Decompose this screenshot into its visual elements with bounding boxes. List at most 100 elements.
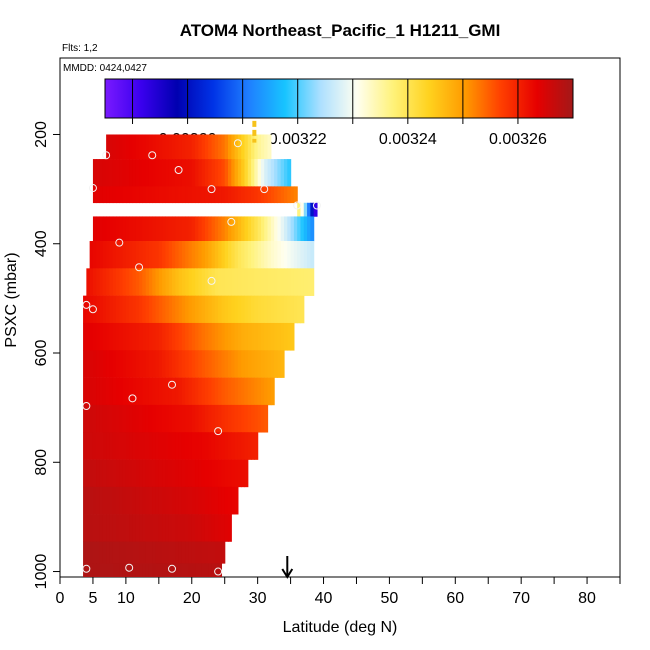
heatmap-cell — [106, 295, 111, 324]
heatmap-cell — [139, 514, 143, 542]
heatmap-cell — [142, 322, 147, 351]
heatmap-cell — [218, 134, 223, 160]
heatmap-cell — [237, 268, 242, 296]
heatmap-cell — [201, 404, 206, 433]
heatmap-cell — [139, 295, 143, 324]
heatmap-cell — [218, 268, 223, 296]
heatmap-cell — [109, 350, 114, 378]
heatmap-cell — [92, 241, 97, 269]
heatmap-cell — [204, 186, 209, 204]
heatmap-cell — [125, 514, 130, 542]
sample-point — [214, 427, 223, 436]
sample-point — [102, 151, 111, 160]
x-tick-label: 50 — [381, 590, 399, 607]
heatmap-cell — [257, 377, 262, 406]
flights-label: Flts: 1,2 — [62, 43, 98, 54]
heatmap-cell — [214, 459, 219, 488]
heatmap-cell — [89, 459, 94, 488]
heatmap-cell — [122, 268, 127, 296]
heatmap-cell — [181, 134, 186, 160]
y-tick-label: 1000 — [33, 554, 50, 590]
heatmap-cell — [244, 295, 249, 324]
sample-point — [260, 185, 269, 194]
heatmap-cell — [224, 404, 229, 433]
heatmap-cell — [168, 322, 173, 351]
heatmap-cell — [112, 134, 117, 160]
heatmap-cell — [92, 486, 97, 515]
heatmap-cell — [99, 404, 104, 433]
heatmap-cell — [287, 295, 292, 324]
heatmap-cell — [83, 486, 87, 515]
heatmap-cell — [99, 459, 104, 488]
heatmap-cell — [132, 404, 137, 433]
heatmap-cell — [224, 514, 229, 542]
heatmap-cell — [99, 322, 104, 351]
heatmap-cell — [102, 459, 107, 488]
heatmap-cell — [168, 459, 173, 488]
heatmap-cell — [132, 134, 137, 160]
heatmap-cell — [135, 216, 140, 242]
heatmap-cell — [165, 541, 170, 564]
heatmap-cell — [92, 404, 97, 433]
heatmap-cell — [204, 404, 209, 433]
heatmap-cell — [116, 295, 120, 324]
heatmap-cell — [125, 134, 130, 160]
heatmap-cell — [211, 404, 216, 433]
heatmap-cell — [116, 241, 120, 269]
heatmap-cell — [224, 268, 229, 296]
heatmap-cell — [132, 514, 137, 542]
heatmap-cell — [158, 134, 163, 160]
heatmap-cell — [224, 216, 229, 242]
heatmap-cell — [181, 322, 186, 351]
heatmap-cell — [300, 268, 305, 296]
heatmap-cell — [191, 459, 196, 488]
heatmap-cell — [221, 216, 226, 242]
heatmap-cell — [195, 404, 199, 433]
heatmap-cell — [267, 134, 272, 160]
heatmap-cell — [310, 268, 315, 296]
heatmap-cell — [139, 377, 143, 406]
heatmap-cell — [168, 432, 173, 460]
heatmap-cell — [172, 186, 176, 204]
heatmap-cell — [231, 295, 236, 324]
heatmap-cell — [185, 159, 190, 187]
heatmap-cell — [241, 134, 246, 160]
heatmap-cell — [274, 186, 279, 204]
heatmap-cell — [188, 404, 193, 433]
heatmap-cell — [112, 159, 117, 187]
heatmap-cell — [162, 159, 167, 187]
heatmap-cell — [168, 350, 173, 378]
heatmap-cell — [102, 241, 107, 269]
heatmap-cell — [168, 134, 173, 160]
heatmap-cell — [155, 459, 160, 488]
heatmap-cell — [247, 295, 252, 324]
heatmap-cell — [303, 268, 308, 296]
heatmap-cell — [257, 134, 262, 160]
heatmap-cell — [129, 514, 134, 542]
heatmap-cell — [211, 268, 216, 296]
heatmap-cell — [158, 432, 163, 460]
heatmap-cell — [96, 186, 101, 204]
heatmap-cell — [152, 432, 157, 460]
heatmap-cell — [119, 159, 124, 187]
heatmap-cell — [139, 459, 143, 488]
heatmap-cell — [122, 241, 127, 269]
heatmap-cell — [112, 404, 117, 433]
heatmap-cell — [307, 268, 311, 296]
heatmap-cell — [228, 514, 232, 542]
heatmap-cell — [86, 432, 91, 460]
heatmap-cell — [165, 350, 170, 378]
heatmap-cell — [162, 514, 167, 542]
heatmap-cell — [168, 186, 173, 204]
x-axis: 0 5 10 20 30 40 50 60 70 80 — [56, 577, 621, 607]
heatmap-cell — [132, 322, 137, 351]
heatmap-cell — [129, 377, 134, 406]
heatmap-cell — [231, 159, 236, 187]
heatmap-cell — [162, 295, 167, 324]
heatmap-cell — [102, 541, 107, 564]
heatmap-cell — [280, 186, 285, 204]
plot-frame — [59, 57, 621, 578]
heatmap-cell — [237, 459, 242, 488]
heatmap-cell — [211, 134, 216, 160]
